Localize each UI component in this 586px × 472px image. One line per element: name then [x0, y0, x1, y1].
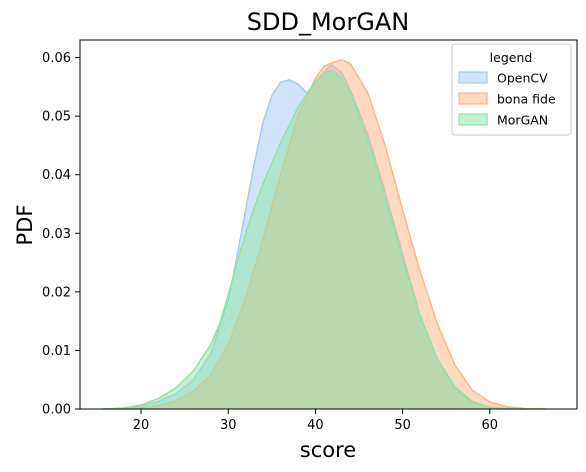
plot-area: [79, 39, 578, 410]
x-tick-label-1: 30: [220, 418, 237, 433]
y-tick-label-6: 0.06: [42, 51, 71, 66]
x-axis: 20 30 40 50 60: [133, 409, 498, 433]
legend: legend OpenCV bona fide MorGAN: [451, 43, 572, 136]
y-tick-label-3: 0.03: [42, 227, 71, 242]
x-tick-label-0: 20: [133, 418, 150, 433]
y-tick-label-4: 0.04: [42, 168, 71, 183]
x-tick-label-2: 40: [307, 418, 324, 433]
y-tick-label-1: 0.01: [42, 344, 71, 359]
y-tick-label-5: 0.05: [42, 110, 71, 125]
x-tick-label-4: 60: [482, 418, 499, 433]
x-axis-label: score: [300, 438, 356, 462]
y-tick-label-0: 0.00: [42, 403, 71, 418]
legend-label-2: MorGAN: [497, 113, 548, 128]
y-axis-label: PDF: [13, 205, 37, 246]
legend-swatch-0: [458, 71, 488, 84]
legend-label-0: OpenCV: [497, 71, 548, 86]
density-line-2: [106, 69, 525, 410]
legend-title: legend: [490, 50, 533, 65]
legend-frame: [451, 43, 572, 136]
legend-swatch-2: [458, 113, 488, 126]
y-tick-label-2: 0.02: [42, 285, 71, 300]
y-axis: 0.00 0.01 0.02 0.03 0.04 0.05 0.06: [42, 51, 80, 418]
x-tick-label-3: 50: [394, 418, 411, 433]
density-area-2: [106, 70, 525, 410]
legend-entries: OpenCV bona fide MorGAN: [458, 71, 556, 128]
legend-swatch-1: [458, 92, 488, 105]
legend-label-1: bona fide: [497, 92, 556, 107]
plot-frame: [79, 39, 578, 410]
chart-title: SDD_MorGAN: [247, 8, 409, 36]
